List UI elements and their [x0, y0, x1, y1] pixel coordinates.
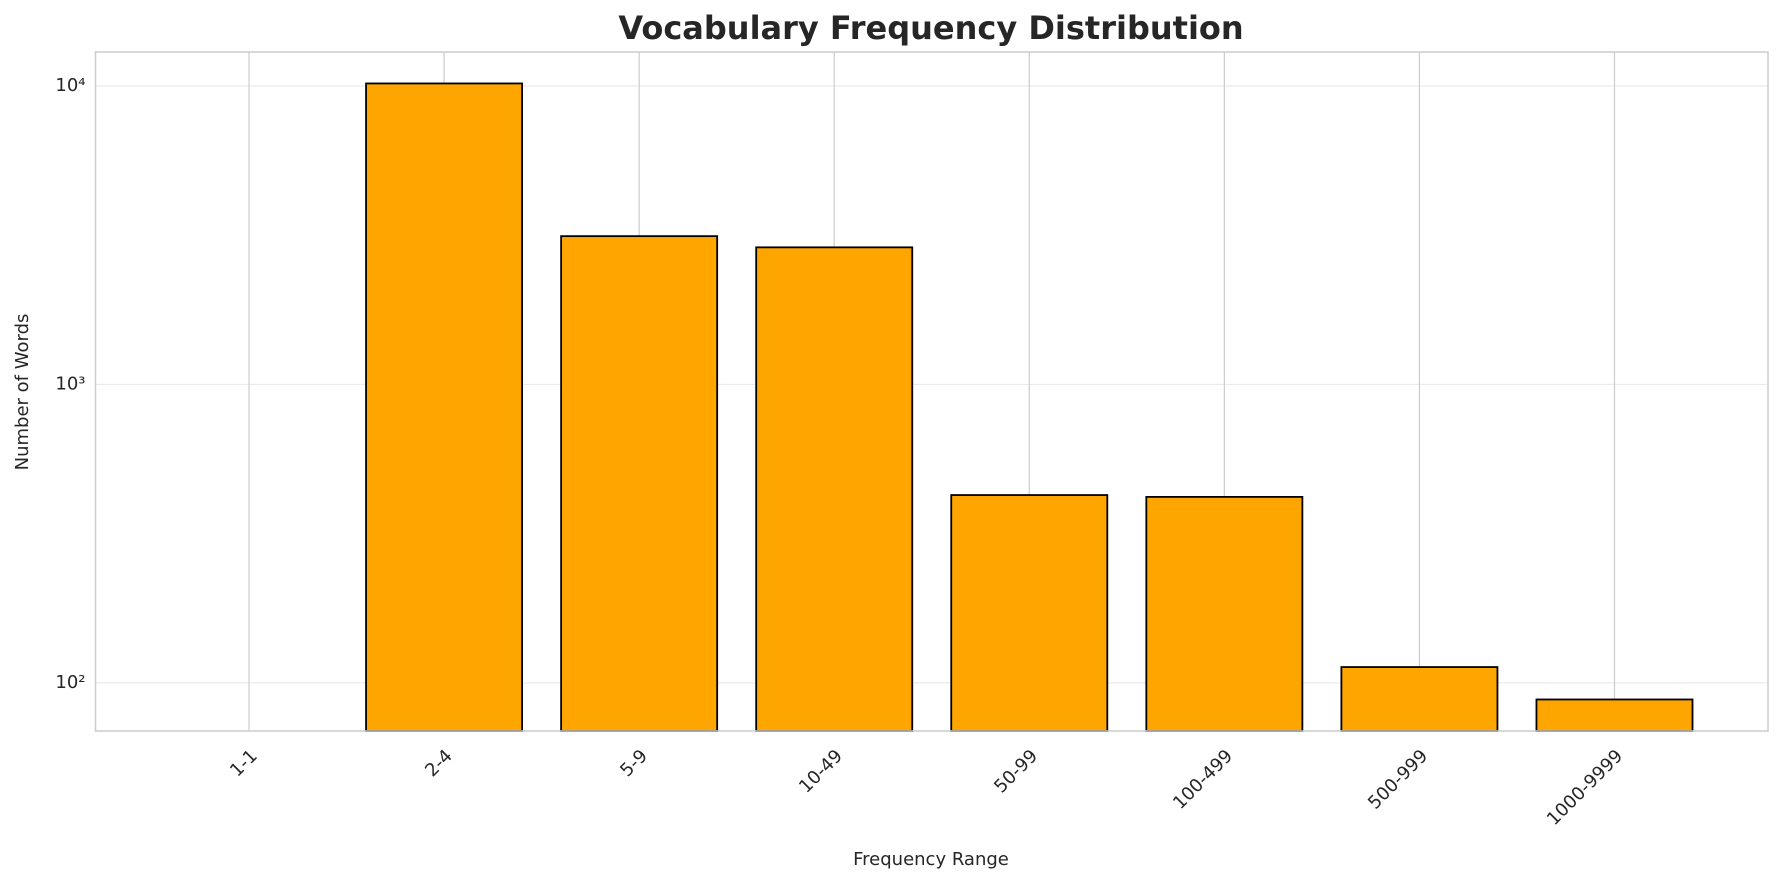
chart-title: Vocabulary Frequency Distribution — [618, 9, 1243, 47]
x-tick-label: 5-9 — [616, 746, 652, 782]
bar — [755, 246, 914, 732]
y-tick-label: 10² — [55, 672, 85, 693]
x-tick-label: 10-49 — [795, 746, 847, 798]
x-tick-label: 500-999 — [1364, 746, 1432, 814]
bar — [1535, 698, 1694, 732]
x-tick-label: 1-1 — [226, 746, 262, 782]
x-tick-label: 1000-9999 — [1543, 746, 1627, 830]
y-tick-label: 10⁴ — [55, 75, 85, 96]
plot-frame — [94, 51, 1769, 732]
x-tick-label: 2-4 — [421, 746, 457, 782]
bar — [950, 494, 1109, 732]
y-axis-label: Number of Words — [12, 314, 33, 471]
bar — [1145, 495, 1304, 732]
x-tick-label: 100-499 — [1169, 746, 1237, 814]
y-tick-label: 10³ — [55, 373, 85, 394]
bar — [560, 235, 719, 732]
bar — [365, 82, 524, 732]
x-axis-label: Frequency Range — [853, 849, 1009, 870]
x-tick-label: 50-99 — [990, 746, 1042, 798]
bar — [1340, 666, 1499, 732]
